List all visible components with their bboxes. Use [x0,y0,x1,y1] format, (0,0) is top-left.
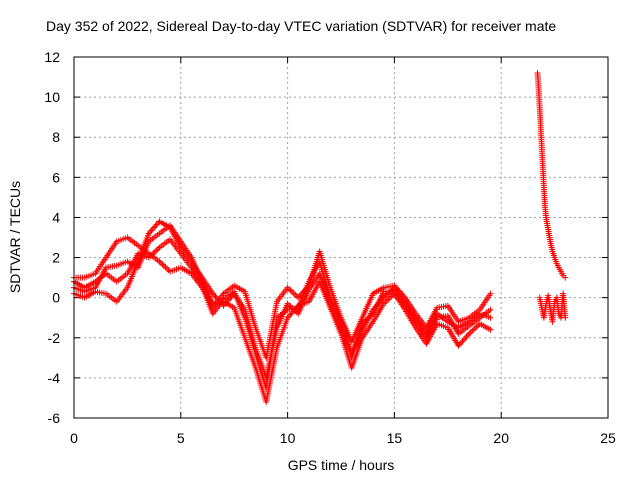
y-tick-label: 0 [52,290,60,306]
plot-frame [73,56,609,419]
y-axis-label: SDTVAR / TECUs [7,181,23,293]
x-tick-label: 25 [600,430,616,446]
y-tick-label: -4 [48,370,61,386]
data-point [487,306,494,313]
data-point [162,264,169,271]
data-point [459,338,466,345]
data-point [487,326,494,333]
data-point [287,287,294,294]
data-point [470,326,477,333]
data-point [154,245,161,252]
series-group [536,290,569,325]
x-tick-label: 5 [177,430,185,446]
x-axis-label: GPS time / hours [288,457,395,473]
y-tick-label: 6 [52,169,60,185]
y-tick-label: 12 [44,49,60,65]
data-point [462,335,469,342]
x-tick-label: 20 [493,430,509,446]
y-tick-label: 10 [44,89,60,105]
x-tick-label: 0 [70,430,78,446]
data-point [466,330,473,337]
data-point [292,291,299,298]
data-point [289,288,296,295]
y-tick-label: 4 [52,209,60,225]
data-point [164,265,171,272]
series-group [534,70,569,281]
data-point [287,311,294,318]
data-point [562,314,569,321]
data-point [165,267,172,274]
grid-lines [74,57,608,418]
axis-ticks: 0 5 10 15 20 25 -6 -4 -2 0 2 4 6 8 10 12 [44,49,616,446]
y-tick-label: 8 [52,129,60,145]
y-tick-label: -6 [48,410,61,426]
data-point [469,327,476,334]
x-tick-label: 10 [280,430,296,446]
y-tick-label: 2 [52,250,60,266]
x-tick-label: 15 [387,430,403,446]
data-point [157,259,164,266]
data-point [151,224,158,231]
data-point [388,287,395,294]
data-point [155,219,162,226]
y-tick-label: -2 [48,330,61,346]
data-point [487,314,494,321]
data-point [152,222,159,229]
chart-title: Day 352 of 2022, Sidereal Day-to-day VTE… [46,18,556,34]
data-point [148,227,155,234]
data-point [463,333,470,340]
data-point [159,261,166,268]
data-point [149,225,156,232]
data-point [153,247,160,254]
data-point [562,274,569,281]
data-point [290,290,297,297]
data-point [161,262,168,269]
data-point [458,339,465,346]
data-point [487,290,494,297]
data-points [71,70,569,405]
data-point [467,329,474,336]
series-group [71,236,494,391]
